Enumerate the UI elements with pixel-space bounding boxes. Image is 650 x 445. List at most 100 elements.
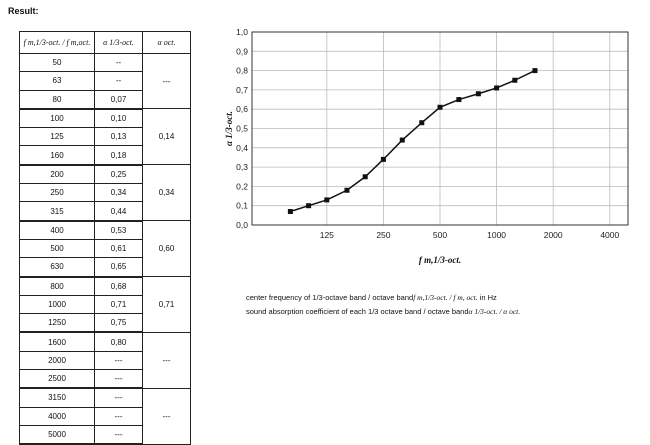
- absorption-chart: 0,0 0,1 0,2 0,3 0,4 0,5 0,6 0,7 0,8 0,9 1,0 125 250…: [224, 27, 629, 265]
- table-header-row: f m,1/3-oct. / f m,oct. α 1/3-oct. α oct…: [19, 31, 191, 54]
- cell-frequency: 200: [19, 164, 95, 185]
- data-point: [324, 197, 330, 203]
- cell-frequency: 800: [19, 276, 95, 296]
- table-row: 1600 0,80 ---: [19, 331, 191, 389]
- data-point: [344, 187, 350, 193]
- legend-absorption-text: sound absorption coefficient of each 1/3…: [246, 307, 469, 316]
- table-body: 50 -- --- 63 -- 80 0,07 100 0,10 0,14 125 0,13 160 0,…: [19, 52, 191, 445]
- data-point: [380, 156, 386, 162]
- legend-frequency-text: center frequency of 1/3-octave band / oc…: [246, 293, 414, 302]
- col-header-alpha-octave: α oct.: [142, 31, 191, 54]
- y-tick-label: 0,7: [236, 85, 248, 95]
- data-point: [475, 91, 481, 97]
- cell-alpha-octave: 0,71: [142, 276, 191, 333]
- cell-alpha-third-octave: ---: [94, 406, 143, 426]
- table-row: 100 0,10 0,14: [19, 108, 191, 166]
- series-line: [290, 69, 536, 213]
- x-tick-label: 125: [320, 230, 334, 240]
- result-label: Result:: [8, 6, 39, 16]
- cell-alpha-octave: ---: [142, 52, 191, 110]
- data-point: [306, 203, 312, 209]
- chart-legend: center frequency of 1/3-octave band / oc…: [246, 291, 520, 319]
- cell-frequency: 125: [19, 127, 95, 147]
- legend-line-absorption: sound absorption coefficient of each 1/3…: [246, 305, 520, 319]
- cell-frequency: 50: [19, 52, 95, 73]
- table-row: 400 0,53 0,60: [19, 220, 191, 278]
- cell-frequency: 630: [19, 257, 95, 278]
- cell-alpha-third-octave: 0,34: [94, 183, 143, 203]
- x-tick-label: 4000: [600, 230, 619, 240]
- cell-alpha-third-octave: ---: [94, 424, 143, 445]
- table-row: 4000 ---: [19, 406, 191, 426]
- chart-grid: [252, 31, 628, 226]
- cell-alpha-third-octave: 0,13: [94, 127, 143, 147]
- y-tick-label: 0,5: [236, 124, 248, 134]
- cell-alpha-third-octave: 0,71: [94, 294, 143, 315]
- data-point: [512, 77, 518, 83]
- table-row: 200 0,25 0,34: [19, 164, 191, 222]
- cell-alpha-third-octave: 0,65: [94, 257, 143, 278]
- data-point: [287, 208, 293, 214]
- x-axis-label: f m,1/3-oct.: [419, 255, 461, 265]
- y-tick-labels: 0,0 0,1 0,2 0,3 0,4 0,5 0,6 0,7 0,8 0,9 1,0: [236, 27, 248, 230]
- x-tick-label: 250: [376, 230, 390, 240]
- cell-alpha-third-octave: 0,61: [94, 238, 143, 259]
- cell-alpha-third-octave: ---: [94, 350, 143, 371]
- y-tick-label: 0,0: [236, 220, 248, 230]
- cell-frequency: 63: [19, 71, 95, 91]
- cell-frequency: 2000: [19, 350, 95, 371]
- data-point: [419, 120, 425, 126]
- data-point: [532, 68, 538, 74]
- table-row: 500 0,61: [19, 238, 191, 259]
- cell-frequency: 250: [19, 183, 95, 203]
- cell-frequency: 2500: [19, 369, 95, 390]
- cell-alpha-octave: ---: [142, 331, 191, 389]
- col-header-alpha-third-octave: α 1/3-oct.: [94, 31, 143, 54]
- table-row: 3150 --- ---: [19, 387, 191, 445]
- y-tick-label: 0,4: [236, 143, 248, 153]
- plot-frame: [251, 31, 629, 226]
- cell-frequency: 500: [19, 238, 95, 259]
- cell-alpha-third-octave: --: [94, 52, 143, 73]
- y-tick-label: 0,3: [236, 162, 248, 172]
- cell-alpha-third-octave: 0,44: [94, 201, 143, 222]
- table-row: 125 0,13: [19, 127, 191, 147]
- col-header-frequency: f m,1/3-oct. / f m,oct.: [19, 31, 95, 54]
- cell-alpha-third-octave: 0,07: [94, 89, 143, 110]
- result-table: f m,1/3-oct. / f m,oct. α 1/3-oct. α oct…: [19, 31, 191, 445]
- cell-alpha-third-octave: 0,53: [94, 220, 143, 240]
- data-point: [437, 104, 443, 110]
- y-tick-label: 0,1: [236, 201, 248, 211]
- cell-alpha-octave: 0,60: [142, 220, 191, 278]
- y-tick-label: 0,6: [236, 104, 248, 114]
- cell-alpha-third-octave: 0,18: [94, 145, 143, 166]
- table-row: 50 -- ---: [19, 52, 191, 110]
- legend-frequency-unit: in Hz: [479, 293, 497, 302]
- cell-frequency: 4000: [19, 406, 95, 426]
- table-row: 630 0,65: [19, 257, 191, 278]
- cell-alpha-third-octave: 0,68: [94, 276, 143, 296]
- legend-line-frequency: center frequency of 1/3-octave band / oc…: [246, 291, 520, 305]
- y-tick-label: 0,8: [236, 66, 248, 76]
- table-row: 2500 ---: [19, 369, 191, 390]
- data-point: [494, 85, 500, 91]
- cell-frequency: 315: [19, 201, 95, 222]
- cell-alpha-octave: ---: [142, 387, 191, 445]
- x-tick-labels: 125 250 500 1000 2000 4000: [320, 230, 620, 240]
- table-row: 160 0,18: [19, 145, 191, 166]
- cell-alpha-octave: 0,14: [142, 108, 191, 166]
- y-tick-label: 0,2: [236, 181, 248, 191]
- y-tick-label: 0,9: [236, 46, 248, 56]
- data-point: [399, 137, 405, 143]
- cell-alpha-octave: 0,34: [142, 164, 191, 222]
- cell-frequency: 1600: [19, 331, 95, 352]
- cell-frequency: 80: [19, 89, 95, 110]
- cell-alpha-third-octave: ---: [94, 387, 143, 408]
- table-row: 250 0,34: [19, 183, 191, 203]
- cell-alpha-third-octave: 0,75: [94, 313, 143, 334]
- table-row: 1000 0,71: [19, 294, 191, 315]
- table-row: 800 0,68 0,71: [19, 276, 191, 333]
- legend-frequency-symbols: f m,1/3-oct. / f m, oct.: [413, 293, 478, 302]
- cell-frequency: 100: [19, 108, 95, 129]
- data-point: [362, 174, 368, 180]
